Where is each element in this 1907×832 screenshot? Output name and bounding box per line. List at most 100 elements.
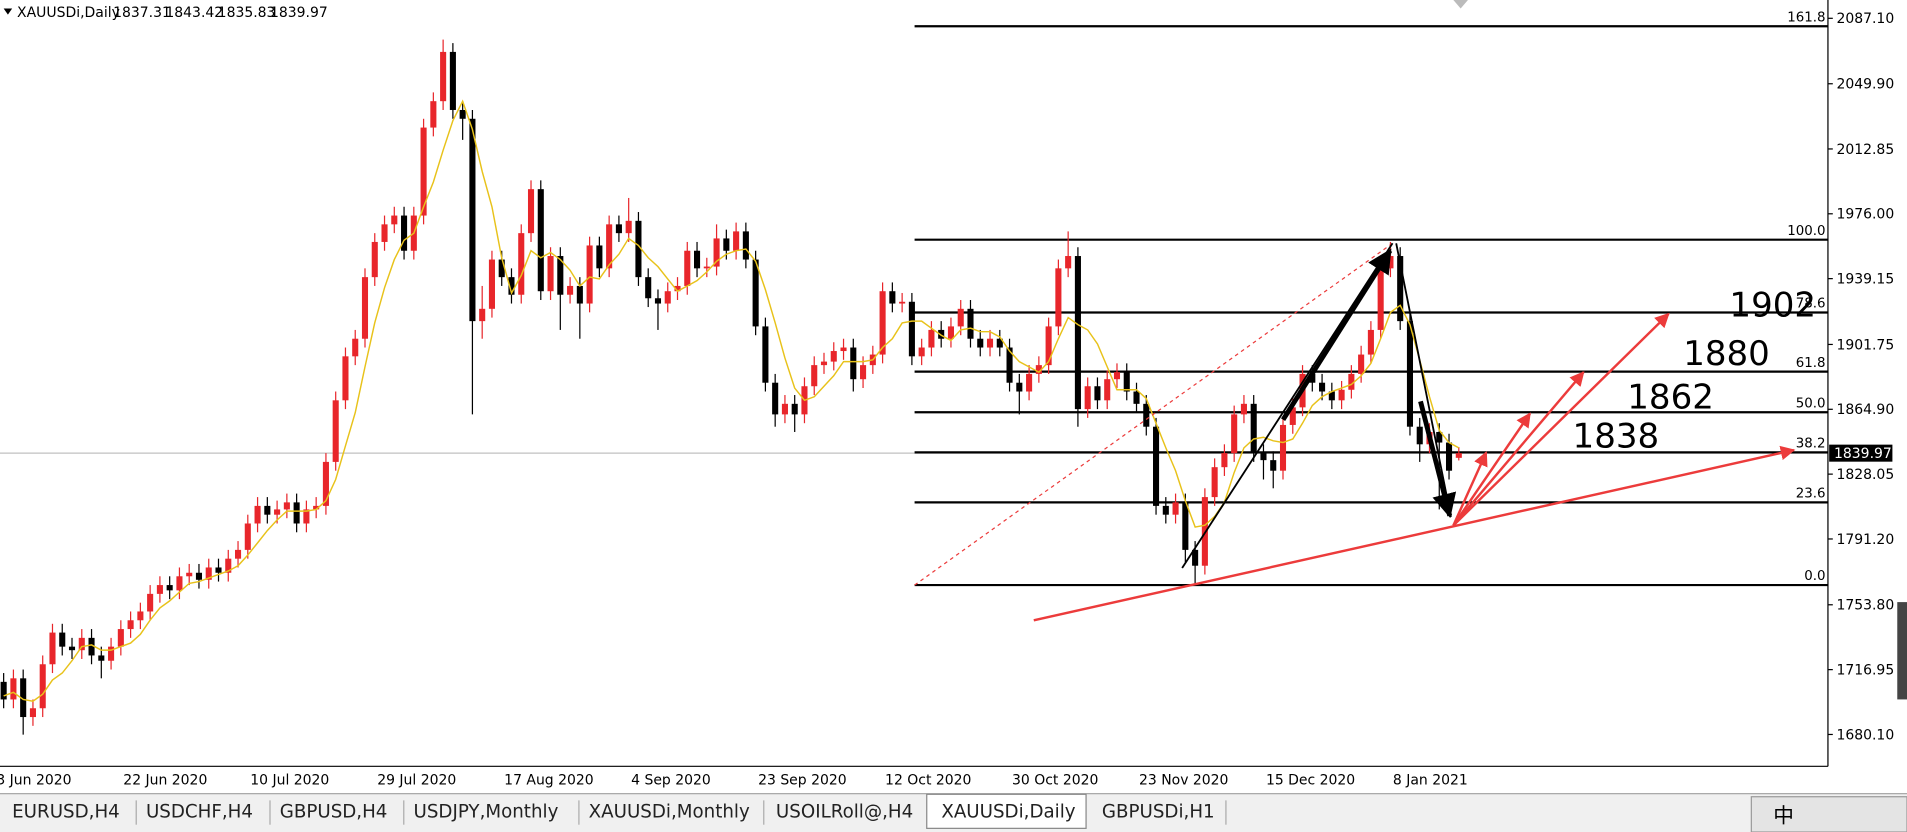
candle-body <box>547 256 554 292</box>
candle-body <box>313 505 320 510</box>
candle-body <box>840 347 847 352</box>
candle-body <box>635 220 642 278</box>
candle-body <box>557 256 564 295</box>
fan-arrow <box>1452 451 1488 526</box>
candle-body <box>674 285 681 292</box>
candle-body <box>820 361 828 366</box>
candle-body <box>1221 453 1228 468</box>
high-value: 1843.42 <box>165 5 223 21</box>
x-tick-label: 10 Jul 2020 <box>250 773 329 789</box>
x-tick-label: 15 Dec 2020 <box>1266 773 1355 789</box>
candle-body <box>781 403 788 415</box>
candle-body <box>947 326 954 339</box>
y-tick-label: 2012.85 <box>1836 142 1894 158</box>
candle-body <box>234 549 242 559</box>
candle-body <box>1123 372 1130 392</box>
candle-body <box>176 576 183 591</box>
open-value: 1837.31 <box>113 5 171 21</box>
x-tick-label: 22 Jun 2020 <box>123 773 207 789</box>
candle-body <box>1065 256 1072 269</box>
candle-body <box>1162 505 1169 515</box>
candle-body <box>811 365 818 387</box>
candle-body <box>215 567 222 573</box>
dashed-trendline <box>914 242 1393 586</box>
candle-body <box>1084 386 1091 410</box>
candle-body <box>1006 347 1013 383</box>
y-tick-label: 1791.20 <box>1836 532 1894 548</box>
candle-body <box>1143 403 1150 427</box>
candle-body <box>586 245 593 304</box>
candle-body <box>98 655 105 661</box>
tab[interactable]: USOILRoll@,H4 <box>776 801 913 822</box>
tab[interactable]: XAUUSDi,Daily <box>941 801 1075 822</box>
candle-body <box>59 632 66 647</box>
candle-body <box>1133 391 1140 404</box>
candle-body <box>20 678 27 718</box>
candle-body <box>1045 326 1052 366</box>
candle-body <box>606 224 613 269</box>
candle-body <box>78 637 85 651</box>
candle-body <box>1289 407 1296 425</box>
candle-body <box>918 347 925 357</box>
candle-body <box>205 567 212 580</box>
y-tick-label: 2049.90 <box>1836 77 1894 93</box>
candle-body <box>391 215 398 225</box>
y-tick-label: 2087.10 <box>1836 11 1894 27</box>
trendline <box>1395 243 1452 518</box>
tab[interactable]: GBPUSD,H4 <box>280 801 388 822</box>
candle-body <box>137 611 144 621</box>
candle-body <box>1182 502 1189 550</box>
candle-body <box>420 127 427 216</box>
candle-body <box>967 308 974 339</box>
candle-body <box>742 231 749 260</box>
candle-body <box>254 505 261 524</box>
active-tab[interactable] <box>926 793 1087 829</box>
candle-body <box>928 329 935 348</box>
candle-body <box>850 347 857 380</box>
tab[interactable]: XAUUSDi,Monthly <box>589 801 750 822</box>
candle-body <box>1260 453 1267 461</box>
candle-body <box>1270 460 1277 471</box>
y-tick-label: 1939.15 <box>1836 272 1894 288</box>
candle-body <box>430 101 437 128</box>
candle-body <box>156 585 163 594</box>
candle-body <box>576 285 583 304</box>
candle-body <box>1026 373 1033 392</box>
header: XAUUSDi,Daily 1837.31 1843.42 1835.83 18… <box>3 5 328 21</box>
candle-body <box>186 572 193 577</box>
candle-body <box>332 400 339 462</box>
y-tick-label: 1864.90 <box>1836 402 1894 418</box>
candle-body <box>88 637 95 656</box>
candle-body <box>117 629 124 647</box>
candle-body <box>195 572 203 580</box>
tab[interactable]: USDJPY,Monthly <box>414 801 559 822</box>
candle-body <box>225 558 232 573</box>
annotation: 1902 <box>1729 285 1816 325</box>
candle-body <box>1309 373 1316 383</box>
price-box-label: 1839.97 <box>1834 446 1892 462</box>
support-arrow <box>1033 445 1796 622</box>
scrollbar[interactable] <box>1897 602 1907 700</box>
low-value: 1835.83 <box>218 5 276 21</box>
fan-arrow <box>1452 371 1585 527</box>
candle-body <box>996 338 1003 348</box>
candle-body <box>567 285 574 295</box>
candle-body <box>479 308 486 322</box>
candle-body <box>537 189 544 292</box>
tab[interactable]: USDCHF,H4 <box>146 801 253 822</box>
y-tick-label: 1976.00 <box>1836 207 1894 223</box>
tab[interactable]: EURUSD,H4 <box>12 801 120 822</box>
fib-label: 78.6 <box>1796 297 1826 312</box>
candle-body <box>733 231 740 251</box>
candle-body <box>283 502 290 510</box>
candle-body <box>625 220 632 234</box>
x-tick-label: 23 Nov 2020 <box>1139 773 1228 789</box>
candle-body <box>1416 426 1423 445</box>
candle-body <box>1113 372 1121 380</box>
candle-body <box>713 238 720 267</box>
tab[interactable]: GBPUSDi,H1 <box>1102 801 1215 822</box>
ime-toolbar[interactable] <box>1750 796 1907 832</box>
